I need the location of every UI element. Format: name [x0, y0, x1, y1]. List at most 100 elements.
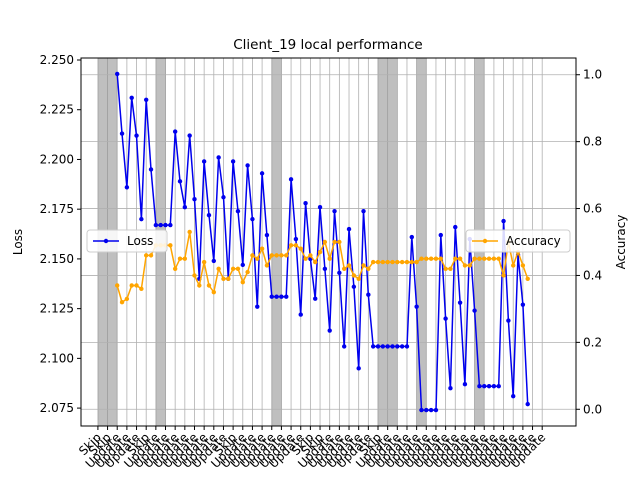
loss-point-30	[230, 159, 236, 164]
right-axis-ticks: 0.0 0.2 0.4 0.6 0.8 1.0	[576, 68, 602, 416]
accuracy-point-12	[143, 253, 149, 258]
right-tick-label-0: 0.0	[583, 402, 602, 416]
accuracy-point-84	[491, 256, 497, 261]
loss-point-26	[211, 258, 217, 264]
accuracy-point-83	[486, 256, 492, 261]
loss-point-32	[240, 262, 245, 268]
loss-point-36	[259, 171, 265, 176]
accuracy-point-41	[284, 253, 289, 258]
legend-loss: Loss	[86, 229, 168, 253]
loss-point-58	[366, 292, 371, 297]
accuracy-point-81	[477, 256, 482, 261]
loss-point-21	[187, 133, 192, 138]
loss-point-11	[139, 216, 144, 222]
loss-point-63	[390, 344, 395, 349]
loss-point-74	[443, 316, 448, 321]
loss-point-13	[148, 167, 154, 172]
loss-point-71	[428, 407, 434, 413]
right-axis-label: Accuracy	[614, 215, 628, 270]
accuracy-point-77	[457, 256, 463, 261]
accuracy-point-68	[414, 259, 419, 265]
loss-point-6	[115, 71, 120, 77]
accuracy-point-76	[453, 256, 458, 261]
loss-legend-box	[86, 229, 168, 253]
accuracy-point-19	[177, 256, 183, 261]
loss-point-7	[119, 131, 125, 136]
loss-point-38	[269, 294, 274, 299]
right-tick-label-2: 0.4	[583, 268, 602, 282]
left-axis-label: Loss	[11, 229, 25, 255]
loss-point-78	[462, 382, 468, 387]
loss-point-28	[221, 195, 226, 200]
loss-point-17	[168, 222, 173, 228]
accuracy-point-64	[395, 259, 400, 265]
loss-point-75	[448, 386, 453, 391]
accuracy-legend-label: Accuracy	[506, 234, 561, 248]
loss-point-54	[346, 226, 352, 232]
loss-point-66	[404, 344, 410, 349]
accuracy-point-7	[119, 300, 125, 305]
loss-point-19	[177, 179, 183, 184]
loss-point-20	[182, 204, 188, 210]
left-tick-label-6: 2.225	[40, 103, 74, 117]
loss-point-67	[409, 234, 415, 240]
loss-point-51	[332, 208, 337, 214]
accuracy-point-21	[187, 229, 192, 235]
accuracy-point-55	[351, 273, 357, 278]
loss-point-52	[337, 270, 342, 276]
accuracy-point-18	[172, 266, 178, 271]
accuracy-point-60	[375, 259, 381, 265]
accuracy-series	[115, 229, 530, 305]
accuracy-point-91	[525, 276, 530, 281]
loss-point-76	[453, 224, 458, 230]
accuracy-point-67	[409, 259, 415, 265]
loss-point-42	[288, 177, 294, 182]
accuracy-legend-marker	[482, 238, 488, 244]
loss-series	[115, 71, 530, 413]
legend-accuracy: Accuracy	[465, 229, 571, 253]
accuracy-point-48	[317, 249, 323, 255]
accuracy-point-49	[322, 239, 328, 245]
accuracy-point-57	[361, 263, 366, 268]
x-axis-ticks: SkipSkipUpdateUpdateUpdateSkipUpdateUpda…	[76, 426, 548, 471]
shaded-span-4	[377, 57, 388, 427]
accuracy-point-69	[419, 256, 424, 261]
left-tick-label-1: 2.100	[40, 351, 74, 365]
right-tick-label-4: 0.8	[583, 135, 602, 149]
loss-point-82	[482, 384, 487, 389]
loss-point-77	[457, 300, 463, 305]
accuracy-point-85	[496, 256, 501, 261]
right-tick-label-3: 0.6	[583, 202, 602, 216]
accuracy-point-46	[308, 253, 313, 258]
loss-point-56	[356, 366, 361, 371]
right-tick-label-1: 0.2	[583, 335, 602, 349]
loss-point-80	[472, 308, 477, 313]
accuracy-point-40	[279, 253, 284, 258]
loss-legend-label: Loss	[127, 234, 153, 248]
accuracy-point-61	[380, 259, 386, 265]
accuracy-point-24	[201, 259, 207, 265]
loss-point-44	[298, 312, 303, 317]
left-tick-label-7: 2.250	[40, 53, 74, 67]
accuracy-point-53	[341, 266, 347, 271]
accuracy-point-79	[467, 263, 472, 268]
loss-point-33	[245, 163, 250, 168]
loss-point-43	[293, 236, 299, 242]
loss-point-9	[129, 95, 134, 100]
loss-point-14	[153, 222, 159, 228]
loss-point-49	[322, 266, 328, 272]
loss-point-45	[303, 201, 308, 206]
loss-point-35	[255, 304, 260, 309]
loss-point-87	[506, 318, 511, 323]
accuracy-point-45	[303, 256, 308, 261]
accuracy-point-17	[168, 243, 173, 248]
accuracy-point-56	[356, 276, 361, 281]
shaded-span-3	[271, 57, 282, 427]
accuracy-point-37	[264, 263, 270, 268]
loss-point-39	[274, 294, 279, 299]
loss-legend-marker	[103, 238, 109, 244]
loss-point-81	[477, 384, 482, 389]
loss-point-85	[496, 384, 501, 389]
plot-frame	[80, 57, 577, 427]
